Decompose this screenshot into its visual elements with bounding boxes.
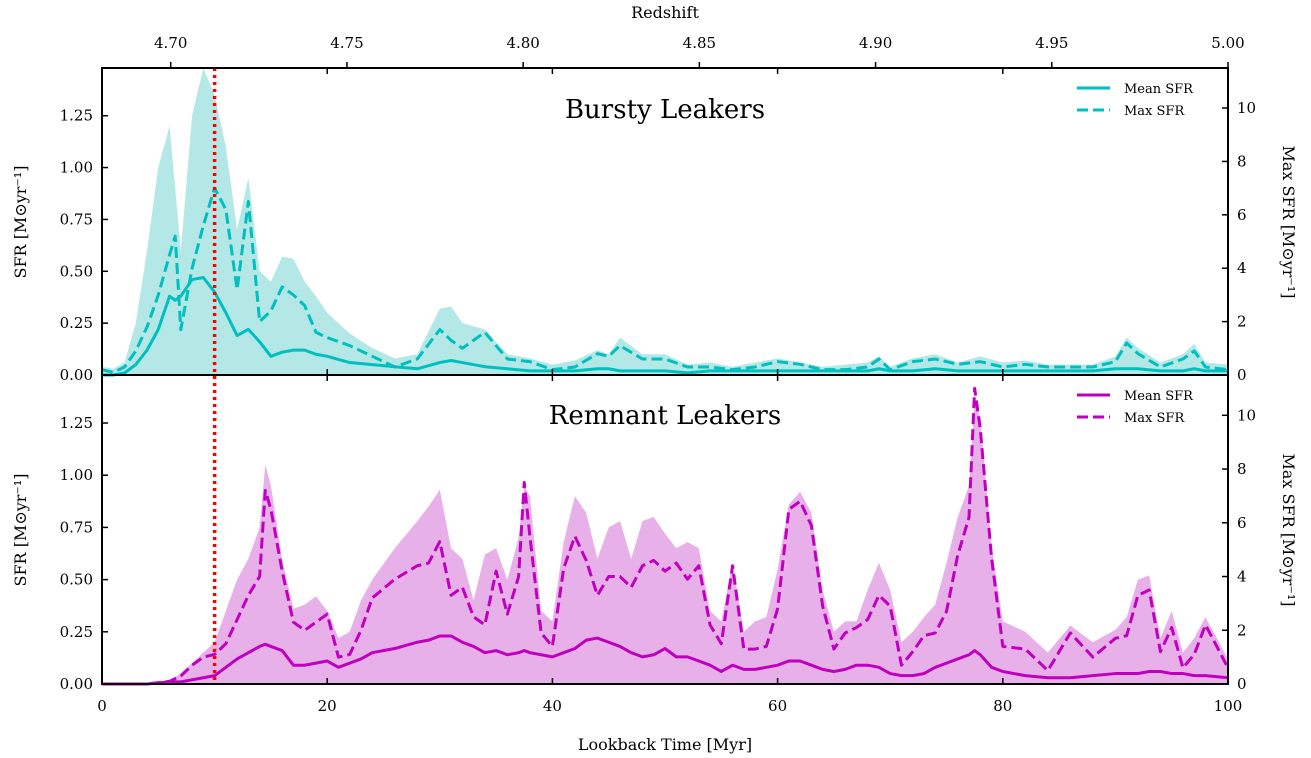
y-tick-label-left-remnant: 0.00 [60,675,93,693]
legend-remnant: Mean SFR Max SFR [1077,389,1194,426]
y-tick-label-left-bursty: 1.00 [60,159,93,177]
y-tick-label-right-remnant: 4 [1237,568,1247,586]
y-tick-label-left-bursty: 0.25 [60,314,93,332]
y-tick-label-right-bursty: 6 [1237,206,1247,224]
y-tick-label-right-remnant: 10 [1237,406,1256,424]
legend-mean-label-bursty: Mean SFR [1124,82,1194,97]
redshift-tick-label: 4.70 [154,34,187,52]
y-tick-label-left-remnant: 0.25 [60,623,93,641]
y-tick-label-right-remnant: 6 [1237,514,1247,532]
y-tick-label-right-bursty: 10 [1237,99,1256,117]
y-axis-label-right-top: Max SFR [M⊙yr⁻¹] [1279,145,1298,298]
y-axis-label-left-bottom: SFR [M⊙yr⁻¹] [11,473,30,586]
legend-max-label-remnant: Max SFR [1124,411,1185,426]
redshift-tick-label: 4.75 [330,34,363,52]
y-tick-label-right-remnant: 8 [1237,460,1247,478]
axes-layer: 0.00 0.25 0.50 0.75 1.00 1.25 0 2 4 6 8 10 0.00 0.25 0… [60,34,1257,715]
y-tick-label-left-bursty: 0.50 [60,262,93,280]
mean-sfr-line-remnant [102,634,1229,686]
y-tick-label-left-bursty: 0.00 [60,366,93,384]
x-tick-label: 40 [543,697,562,715]
panel-title-remnant: Remnant Leakers [549,401,781,431]
legend-bursty: Mean SFR Max SFR [1077,82,1194,119]
legend-max-label-bursty: Max SFR [1124,104,1185,119]
y-tick-label-right-bursty: 0 [1237,366,1247,384]
y-tick-label-left-remnant: 1.25 [60,414,93,432]
redshift-tick-label: 4.80 [506,34,539,52]
y-tick-label-left-bursty: 0.75 [60,210,93,228]
x-tick-label: 60 [768,697,787,715]
redshift-tick-label: 4.95 [1035,34,1068,52]
y-axis-label-right-bottom: Max SFR [M⊙yr⁻¹] [1279,453,1298,606]
redshift-tick-label: 5.00 [1211,34,1244,52]
x-tick-label: 20 [318,697,337,715]
x-axis-label: Lookback Time [Myr] [578,735,752,754]
y-tick-label-right-remnant: 2 [1237,621,1247,639]
y-tick-label-left-remnant: 1.00 [60,466,93,484]
panel-frame-remnant [101,374,1229,685]
y-axis-label-left-top: SFR [M⊙yr⁻¹] [11,165,30,278]
redshift-tick-label: 4.90 [859,34,892,52]
x-tick-label: 100 [1214,697,1243,715]
legend-mean-label-remnant: Mean SFR [1124,389,1194,404]
y-tick-label-left-remnant: 0.75 [60,518,93,536]
x-tick-label: 80 [993,697,1012,715]
y-tick-label-right-bursty: 8 [1237,152,1247,170]
max-sfr-line-remnant [102,386,1230,686]
redshift-tick-label: 4.85 [683,34,716,52]
x-tick-label: 0 [97,697,107,715]
top-axis-label: Redshift [631,3,699,22]
panel-title-bursty: Bursty Leakers [565,95,765,125]
y-tick-label-left-bursty: 1.25 [60,107,93,125]
y-tick-label-left-remnant: 0.50 [60,571,93,589]
y-tick-label-right-bursty: 4 [1237,259,1247,277]
sfr-band-remnant [102,402,1228,684]
y-tick-label-right-remnant: 0 [1237,675,1247,693]
y-tick-label-right-bursty: 2 [1237,313,1247,331]
